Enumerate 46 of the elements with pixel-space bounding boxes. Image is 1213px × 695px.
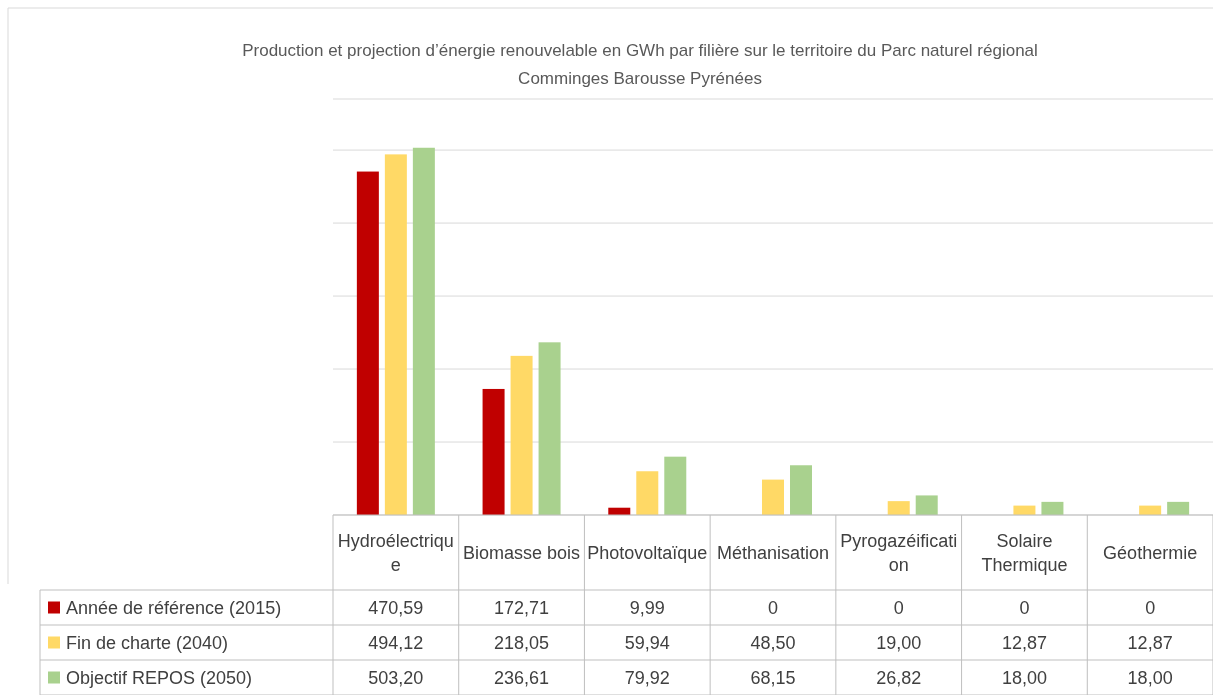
x-tick-label: Photovoltaïque (587, 542, 708, 563)
x-tick-label: Géothermie (1103, 542, 1198, 563)
data-label: 9,99 (629, 597, 665, 618)
bar (510, 355, 533, 515)
data-label: 218,05 (494, 632, 550, 653)
data-label: 236,61 (494, 667, 550, 688)
bar (887, 501, 910, 515)
legend-label: Objectif REPOS (2050) (66, 667, 253, 688)
bar (356, 171, 379, 515)
data-label: 470,59 (368, 597, 424, 618)
chart-title: Production et projection d’énergie renouvelable en GWh par filière sur le territoire du Parc naturel régional Comminges Barousse Pyrénées (242, 41, 1038, 88)
bar (538, 342, 561, 515)
bar (412, 147, 435, 515)
x-tick-label: Solaire Thermique (981, 530, 1068, 575)
bar (915, 495, 938, 515)
data-label: 503,20 (368, 667, 424, 688)
bar (482, 388, 505, 515)
bar (1167, 501, 1190, 515)
data-label: 79,92 (624, 667, 670, 688)
data-label: 0 (767, 597, 779, 618)
bar (636, 471, 659, 515)
bar (1041, 501, 1064, 515)
data-label: 19,00 (876, 632, 922, 653)
data-label: 59,94 (624, 632, 670, 653)
x-tick-label: Hydroélectrique (337, 530, 454, 575)
legend-label: Année de référence (2015) (66, 597, 282, 618)
data-label: 0 (1145, 597, 1156, 618)
bar (762, 479, 784, 515)
data-label: 26,82 (876, 667, 922, 688)
data-label: 12,87 (1001, 632, 1047, 653)
x-tick-label: Biomasse bois (463, 542, 581, 563)
data-label: 68,15 (750, 667, 796, 688)
data-label: 48,50 (750, 632, 796, 653)
data-label: 18,00 (1127, 667, 1173, 688)
legend-label: Fin de charte (2040) (66, 632, 229, 653)
bar (790, 465, 812, 515)
x-tick-label: Pyrogazéification (840, 530, 958, 575)
data-label: 12,87 (1127, 632, 1173, 653)
x-tick-label: Méthanisation (716, 542, 830, 563)
data-label: 172,71 (494, 597, 550, 618)
data-label: 494,12 (368, 632, 424, 653)
data-label: 0 (893, 597, 904, 618)
bar (664, 456, 687, 515)
data-label: 18,00 (1001, 667, 1047, 688)
bar (384, 154, 407, 515)
data-label: 0 (1019, 597, 1030, 618)
